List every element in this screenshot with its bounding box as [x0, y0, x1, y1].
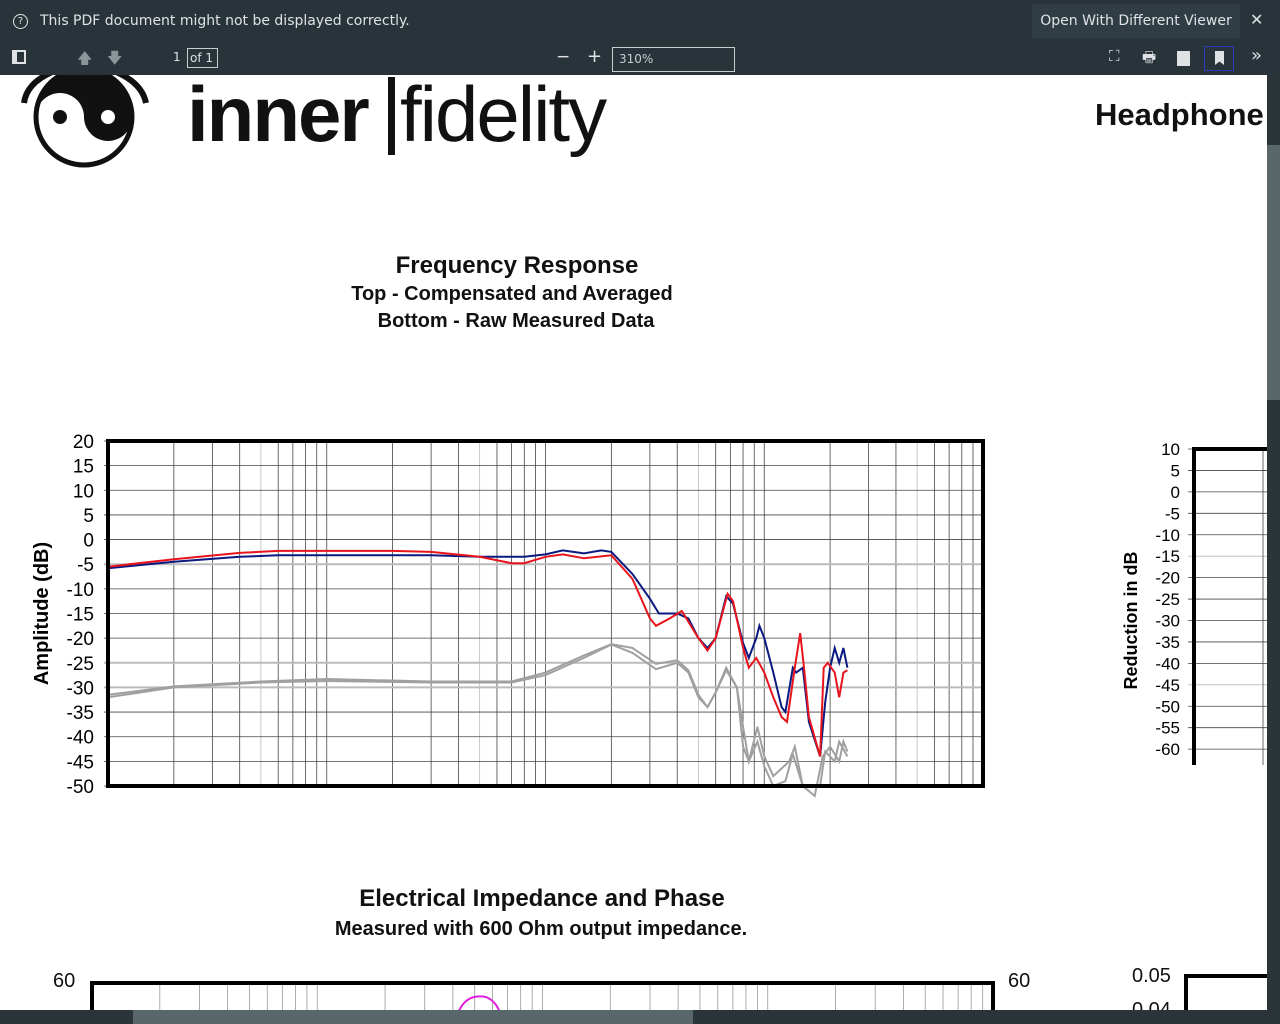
- y-tick-label: 0: [1171, 483, 1180, 502]
- y-tick-label: -10: [1155, 526, 1180, 545]
- print-icon[interactable]: 🖶: [1142, 48, 1157, 66]
- y-tick-label: -60: [1155, 740, 1180, 759]
- zoom-input[interactable]: 310%: [612, 47, 735, 72]
- horizontal-scrollbar[interactable]: [0, 1010, 1267, 1024]
- header-title: Headphone: [1095, 97, 1264, 132]
- fullscreen-icon[interactable]: ⛶: [1109, 47, 1120, 65]
- help-icon: ?: [13, 13, 28, 29]
- y-tick-label: -15: [1155, 547, 1180, 566]
- horizontal-scroll-thumb[interactable]: [133, 1010, 693, 1024]
- y-tick-label: -30: [1155, 612, 1180, 631]
- fr-subtitle-top: Top - Compensated and Averaged: [351, 283, 673, 305]
- impedance-right-tick: 60: [1008, 970, 1031, 992]
- y-tick-label: -65: [1155, 762, 1180, 765]
- plot-frame: [106, 439, 985, 788]
- series-line-left-compensated: [107, 549, 849, 757]
- page-count: of 1: [187, 48, 218, 68]
- impedance-title: Electrical Impedance and Phase: [359, 885, 725, 912]
- zoom-out-button[interactable]: −: [556, 47, 571, 67]
- y-tick-label: 10: [1161, 440, 1180, 459]
- fr-subtitle-bottom: Bottom - Raw Measured Data: [377, 310, 655, 332]
- y-tick-label: 5: [83, 506, 94, 527]
- impedance-chart: [90, 981, 995, 1010]
- y-axis-label: Reduction in dB: [1121, 552, 1141, 690]
- plot-frame: [1192, 447, 1267, 765]
- open-with-different-viewer-button[interactable]: Open With Different Viewer: [1032, 4, 1240, 38]
- zoom-in-button[interactable]: +: [587, 46, 603, 67]
- series-line-right-compensated: [107, 549, 848, 757]
- thd-chart-frame: [1184, 974, 1267, 1010]
- bookmark-button[interactable]: [1204, 46, 1234, 71]
- fr-title: Frequency Response: [395, 252, 639, 279]
- impedance-left-tick: 60: [53, 970, 76, 992]
- y-tick-label: 5: [1171, 461, 1180, 480]
- y-tick-label: -30: [67, 678, 94, 699]
- warning-message: This PDF document might not be displayed…: [40, 13, 410, 29]
- y-axis-label: Amplitude (dB): [31, 542, 53, 685]
- logo-text-inner: inner: [187, 75, 370, 158]
- y-tick-label: -50: [67, 777, 94, 798]
- bookmark-icon: [1215, 51, 1224, 65]
- y-tick-label: -45: [67, 752, 94, 773]
- y-tick-label: 10: [73, 481, 94, 502]
- y-tick-label: -20: [67, 629, 94, 650]
- page-number[interactable]: 1: [173, 50, 181, 64]
- y-tick-label: -10: [67, 580, 94, 601]
- series-line-right-raw: [107, 643, 849, 787]
- y-tick-label: 15: [73, 457, 94, 478]
- frequency-response-chart: 20151050-5-10-15-20-25-30-35-40-45-50101…: [31, 432, 985, 798]
- previous-page-icon[interactable]: 🡅: [77, 49, 93, 67]
- y-tick-label: -15: [67, 605, 94, 626]
- y-tick-label: -40: [1155, 654, 1180, 673]
- y-tick-label: 0: [83, 531, 94, 552]
- y-tick-label: -55: [1155, 719, 1180, 738]
- y-tick-label: -45: [1155, 676, 1180, 695]
- y-tick-label: 20: [73, 432, 94, 453]
- y-tick-label: -5: [77, 555, 94, 576]
- logo-yin-yang-icon: [21, 75, 149, 168]
- pdf-toolbar: 🡅 🡇 1 of 1 − + 310% ⛶ 🖶 »: [0, 42, 1280, 75]
- y-tick-label: -20: [1155, 569, 1180, 588]
- plot-frame: [90, 981, 995, 1010]
- y-tick-label: -50: [1155, 697, 1180, 716]
- next-page-icon[interactable]: 🡇: [107, 49, 123, 67]
- isolation-chart: 10 5 0 -5 -10 -15 -20 -25 -30 -35 -40 -45 -50 -55 -60 -…: [1121, 440, 1267, 765]
- thd-tick: 0.04: [1132, 999, 1171, 1010]
- logo-text-fidelity: fidelity: [400, 75, 607, 158]
- series-line-left-raw: [107, 643, 849, 798]
- y-tick-label: -35: [1155, 633, 1180, 652]
- vertical-scrollbar[interactable]: [1267, 75, 1280, 1010]
- y-tick-label: -25: [67, 654, 94, 675]
- sidebar-toggle-icon[interactable]: [12, 50, 26, 64]
- logo-divider: [388, 77, 395, 155]
- y-tick-label: -25: [1155, 590, 1180, 609]
- close-icon[interactable]: ✕: [1250, 10, 1264, 29]
- y-tick-label: -5: [1165, 504, 1180, 523]
- pdf-warning-bar: ? This PDF document might not be display…: [0, 0, 1280, 42]
- y-tick-label: -35: [67, 703, 94, 724]
- impedance-subtitle: Measured with 600 Ohm output impedance.: [334, 918, 748, 940]
- download-icon[interactable]: [1177, 51, 1190, 66]
- more-tools-icon[interactable]: »: [1251, 45, 1263, 66]
- thd-tick: 0.05: [1132, 965, 1171, 987]
- y-tick-label: -40: [67, 728, 94, 749]
- pdf-page: inner fidelity Headphone Frequency Respo…: [0, 75, 1267, 1010]
- vertical-scroll-thumb[interactable]: [1267, 145, 1280, 400]
- phase-line: [458, 995, 500, 1010]
